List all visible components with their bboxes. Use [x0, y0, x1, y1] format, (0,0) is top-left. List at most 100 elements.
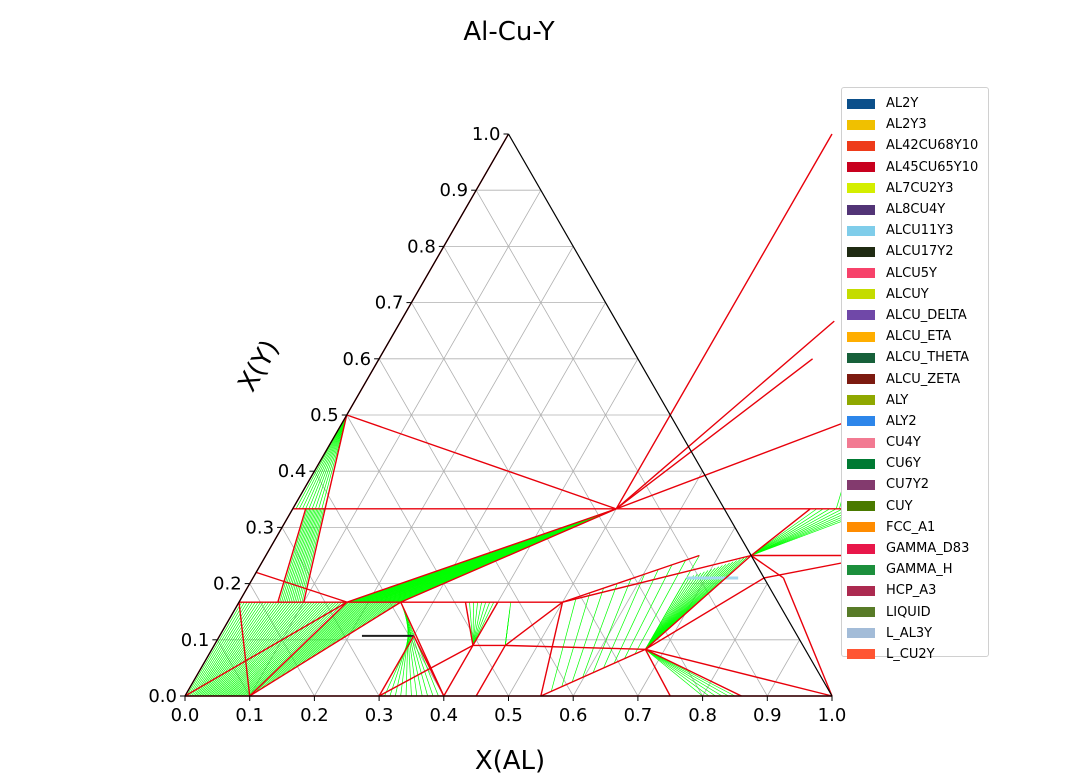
- legend-item: ALCU_DELTA: [847, 305, 988, 326]
- legend-item: GAMMA_H: [847, 559, 988, 580]
- grid-line-cu: [378, 358, 574, 697]
- frame-right: [507, 133, 833, 697]
- grid-line-x: [378, 302, 606, 697]
- tieline: [319, 601, 373, 653]
- phase-boundary: [346, 508, 617, 603]
- legend: AL2Y AL2Y3 AL42CU68Y10 AL45CU65Y10 AL7CU2Y3 A…: [841, 87, 989, 662]
- tieline: [221, 601, 302, 697]
- legend-label: L_AL3Y: [886, 625, 933, 641]
- legend-swatch: [847, 352, 875, 363]
- tieline: [230, 601, 315, 697]
- tieline: [750, 508, 830, 556]
- tieline: [389, 630, 412, 697]
- phase-boundary: [277, 508, 307, 603]
- phase-boundary: [540, 601, 564, 697]
- legend-label: CU7Y2: [886, 477, 930, 493]
- phase-boundary: [615, 133, 833, 510]
- tieline: [264, 601, 353, 687]
- legend-item: ALCUY: [847, 284, 988, 305]
- tieline: [401, 604, 439, 697]
- x-tick-label: 0.1: [235, 705, 264, 726]
- tieline: [236, 601, 326, 697]
- legend-label: ALCU_DELTA: [886, 307, 967, 323]
- legend-swatch: [847, 479, 875, 490]
- phase-boundary: [378, 635, 415, 697]
- tieline: [197, 601, 261, 697]
- legend-swatch: [847, 607, 875, 618]
- tieline: [645, 575, 694, 650]
- tieline: [309, 601, 369, 659]
- tieline: [645, 649, 716, 697]
- y-tick-label: 0.8: [407, 236, 436, 257]
- legend-label: ALCU_ZETA: [886, 371, 961, 387]
- legend-item: ALY2: [847, 411, 988, 432]
- phase-boundary: [249, 601, 348, 697]
- grid-line-cu: [443, 246, 703, 697]
- tieline: [279, 508, 308, 603]
- phase-boundary: [644, 577, 765, 650]
- tieline: [645, 649, 729, 697]
- legend-item: AL2Y: [847, 93, 988, 114]
- tieline: [315, 414, 348, 509]
- legend-label: ALCU11Y3: [886, 223, 954, 239]
- legend-label: ALCUY: [886, 286, 929, 302]
- grid-line-x: [766, 639, 800, 697]
- tieline: [350, 601, 384, 634]
- phase-boundary: [324, 414, 348, 510]
- tieline: [269, 601, 355, 684]
- legend-swatch: [847, 98, 875, 109]
- legend-swatch: [847, 416, 875, 427]
- tieline: [360, 601, 387, 628]
- tieline: [226, 601, 310, 697]
- legend-item: L_AL3Y: [847, 623, 988, 644]
- tieline: [284, 508, 312, 603]
- phase-boundary: [464, 602, 474, 646]
- tieline: [634, 559, 686, 655]
- tieline: [645, 577, 687, 650]
- tieline: [645, 649, 710, 697]
- tieline: [247, 601, 345, 697]
- x-tick-label: 0.8: [688, 705, 717, 726]
- tieline: [330, 601, 376, 647]
- phase-boundary: [645, 648, 742, 697]
- legend-swatch: [847, 331, 875, 342]
- tieline: [645, 576, 691, 650]
- legend-swatch: [847, 119, 875, 130]
- tieline: [298, 414, 348, 510]
- phase-boundary: [303, 508, 326, 603]
- tieline: [603, 574, 645, 669]
- tieline: [274, 601, 357, 681]
- legend-label: FCC_A1: [886, 519, 936, 535]
- legend-label: ALY: [886, 392, 909, 408]
- tieline: [299, 601, 366, 665]
- x-axis-label: X(AL): [475, 746, 545, 776]
- phase-boundary: [644, 649, 671, 697]
- tieline: [288, 508, 315, 603]
- tieline: [561, 592, 591, 687]
- legend-label: ALCU5Y: [886, 265, 937, 281]
- tieline: [241, 601, 334, 697]
- legend-item: ALCU_ETA: [847, 326, 988, 347]
- legend-item: ALCU17Y2: [847, 241, 988, 262]
- phase-boundary: [615, 320, 835, 510]
- tieline: [318, 414, 348, 509]
- tieline: [750, 508, 850, 556]
- grid-line-cu: [346, 414, 509, 697]
- y-tick-label: 1.0: [472, 124, 501, 145]
- x-tick-label: 1.0: [818, 705, 847, 726]
- legend-swatch: [847, 225, 875, 236]
- legend-item: ALCU_ZETA: [847, 368, 988, 389]
- tieline: [645, 649, 723, 697]
- legend-item: AL8CU4Y: [847, 199, 988, 220]
- legend-label: CUY: [886, 498, 913, 514]
- tieline: [194, 601, 256, 697]
- tieline: [281, 508, 309, 603]
- legend-item: AL2Y3: [847, 114, 988, 135]
- tieline: [239, 601, 332, 697]
- tieline: [613, 569, 659, 664]
- y-tick-label: 0.9: [440, 180, 469, 201]
- tieline: [294, 601, 364, 669]
- tieline: [284, 601, 360, 675]
- legend-label: L_CU2Y: [886, 646, 935, 662]
- legend-swatch: [847, 628, 875, 639]
